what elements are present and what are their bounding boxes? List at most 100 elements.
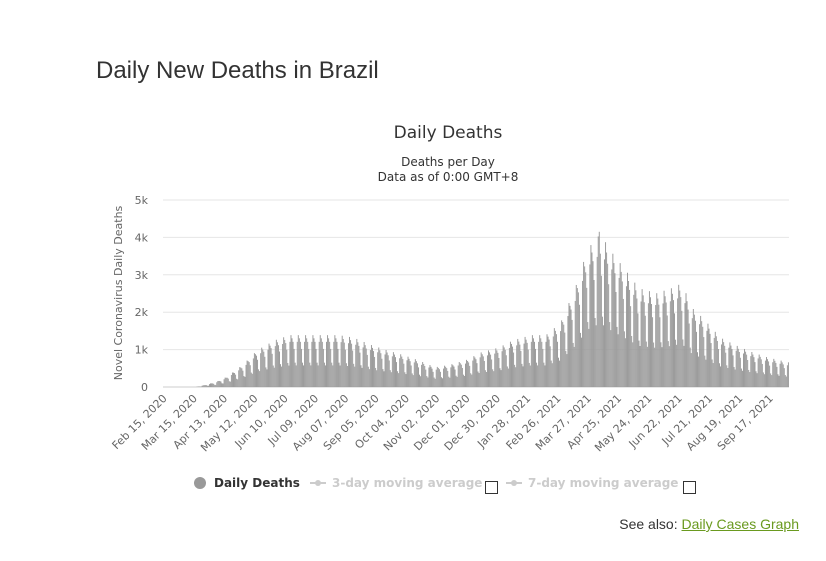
bar xyxy=(642,295,644,387)
bar xyxy=(624,338,626,387)
bar xyxy=(620,271,622,387)
bar xyxy=(407,356,409,387)
bar xyxy=(564,332,566,387)
bar xyxy=(410,365,412,387)
bar xyxy=(534,341,535,387)
line-marker-icon xyxy=(310,478,326,488)
legend-item-3-day-average[interactable]: 3-day moving average xyxy=(310,476,482,490)
daily-cases-graph-link[interactable]: Daily Cases Graph xyxy=(681,516,800,532)
bar xyxy=(787,362,789,387)
bar xyxy=(514,364,516,387)
bar xyxy=(288,365,290,387)
7-day-average-checkbox[interactable] xyxy=(683,481,696,494)
bar xyxy=(558,357,559,387)
bar xyxy=(590,245,592,387)
bar xyxy=(545,341,547,387)
bar xyxy=(437,367,439,387)
bar xyxy=(218,380,220,387)
bar xyxy=(772,362,774,387)
legend-label: 3-day moving average xyxy=(332,476,483,490)
bar xyxy=(431,368,433,387)
bar xyxy=(432,371,434,387)
bar xyxy=(310,365,312,387)
bar xyxy=(281,366,283,387)
bar xyxy=(650,297,651,387)
bar xyxy=(506,366,508,387)
bar xyxy=(254,354,256,387)
bar xyxy=(661,347,663,387)
bar xyxy=(616,326,618,387)
bar xyxy=(612,253,614,387)
bar xyxy=(295,365,297,387)
bar xyxy=(233,372,234,387)
bar xyxy=(771,375,773,387)
bar xyxy=(266,369,268,387)
bar xyxy=(725,352,727,387)
bar xyxy=(733,367,735,387)
bar xyxy=(426,376,428,387)
bar xyxy=(699,324,701,387)
bar xyxy=(543,362,545,387)
bar xyxy=(475,359,477,387)
bar xyxy=(251,373,253,387)
bar xyxy=(265,367,267,387)
bar xyxy=(353,363,355,387)
bar xyxy=(385,349,387,387)
bar xyxy=(456,376,458,387)
bar xyxy=(458,362,460,387)
bar xyxy=(779,363,781,387)
bar xyxy=(261,347,263,387)
bar xyxy=(249,365,251,387)
bar xyxy=(351,343,353,387)
bar xyxy=(722,338,724,387)
bar xyxy=(782,364,784,387)
bar xyxy=(703,337,705,387)
bar xyxy=(749,372,751,387)
bar xyxy=(579,332,581,387)
bar xyxy=(497,352,499,387)
bar xyxy=(493,371,495,387)
bar xyxy=(615,292,617,387)
bar xyxy=(706,330,708,387)
bar xyxy=(609,322,611,387)
bar xyxy=(483,360,485,387)
bar xyxy=(674,313,675,387)
bar xyxy=(271,353,273,387)
bar xyxy=(704,355,706,387)
bar xyxy=(608,284,610,387)
bar xyxy=(693,314,695,387)
bar xyxy=(763,374,765,387)
bar xyxy=(342,338,344,387)
legend-item-daily-deaths[interactable]: Daily Deaths xyxy=(194,476,300,490)
bar xyxy=(720,366,721,387)
bar xyxy=(504,349,506,387)
bar xyxy=(745,351,747,387)
bar xyxy=(712,363,714,387)
bar xyxy=(591,252,593,387)
bar xyxy=(422,362,424,387)
bar xyxy=(664,296,666,387)
bar xyxy=(452,365,454,387)
bar xyxy=(345,363,347,387)
3-day-average-checkbox[interactable] xyxy=(485,481,498,494)
bar xyxy=(223,379,225,387)
bar xyxy=(323,362,325,387)
bar xyxy=(681,310,683,387)
bar xyxy=(562,322,564,387)
bar xyxy=(215,384,217,387)
bar xyxy=(737,348,739,387)
bar xyxy=(503,347,505,387)
bar xyxy=(707,323,709,387)
bar xyxy=(676,344,678,387)
bar xyxy=(695,331,697,387)
bar xyxy=(237,379,239,387)
bar xyxy=(565,351,567,387)
legend-item-7-day-average[interactable]: 7-day moving average xyxy=(506,476,678,490)
bar xyxy=(468,362,470,387)
bar xyxy=(453,366,455,387)
bar xyxy=(447,370,449,387)
bar xyxy=(225,377,227,387)
bar xyxy=(560,331,562,387)
bar xyxy=(679,290,681,387)
bar xyxy=(309,362,311,387)
